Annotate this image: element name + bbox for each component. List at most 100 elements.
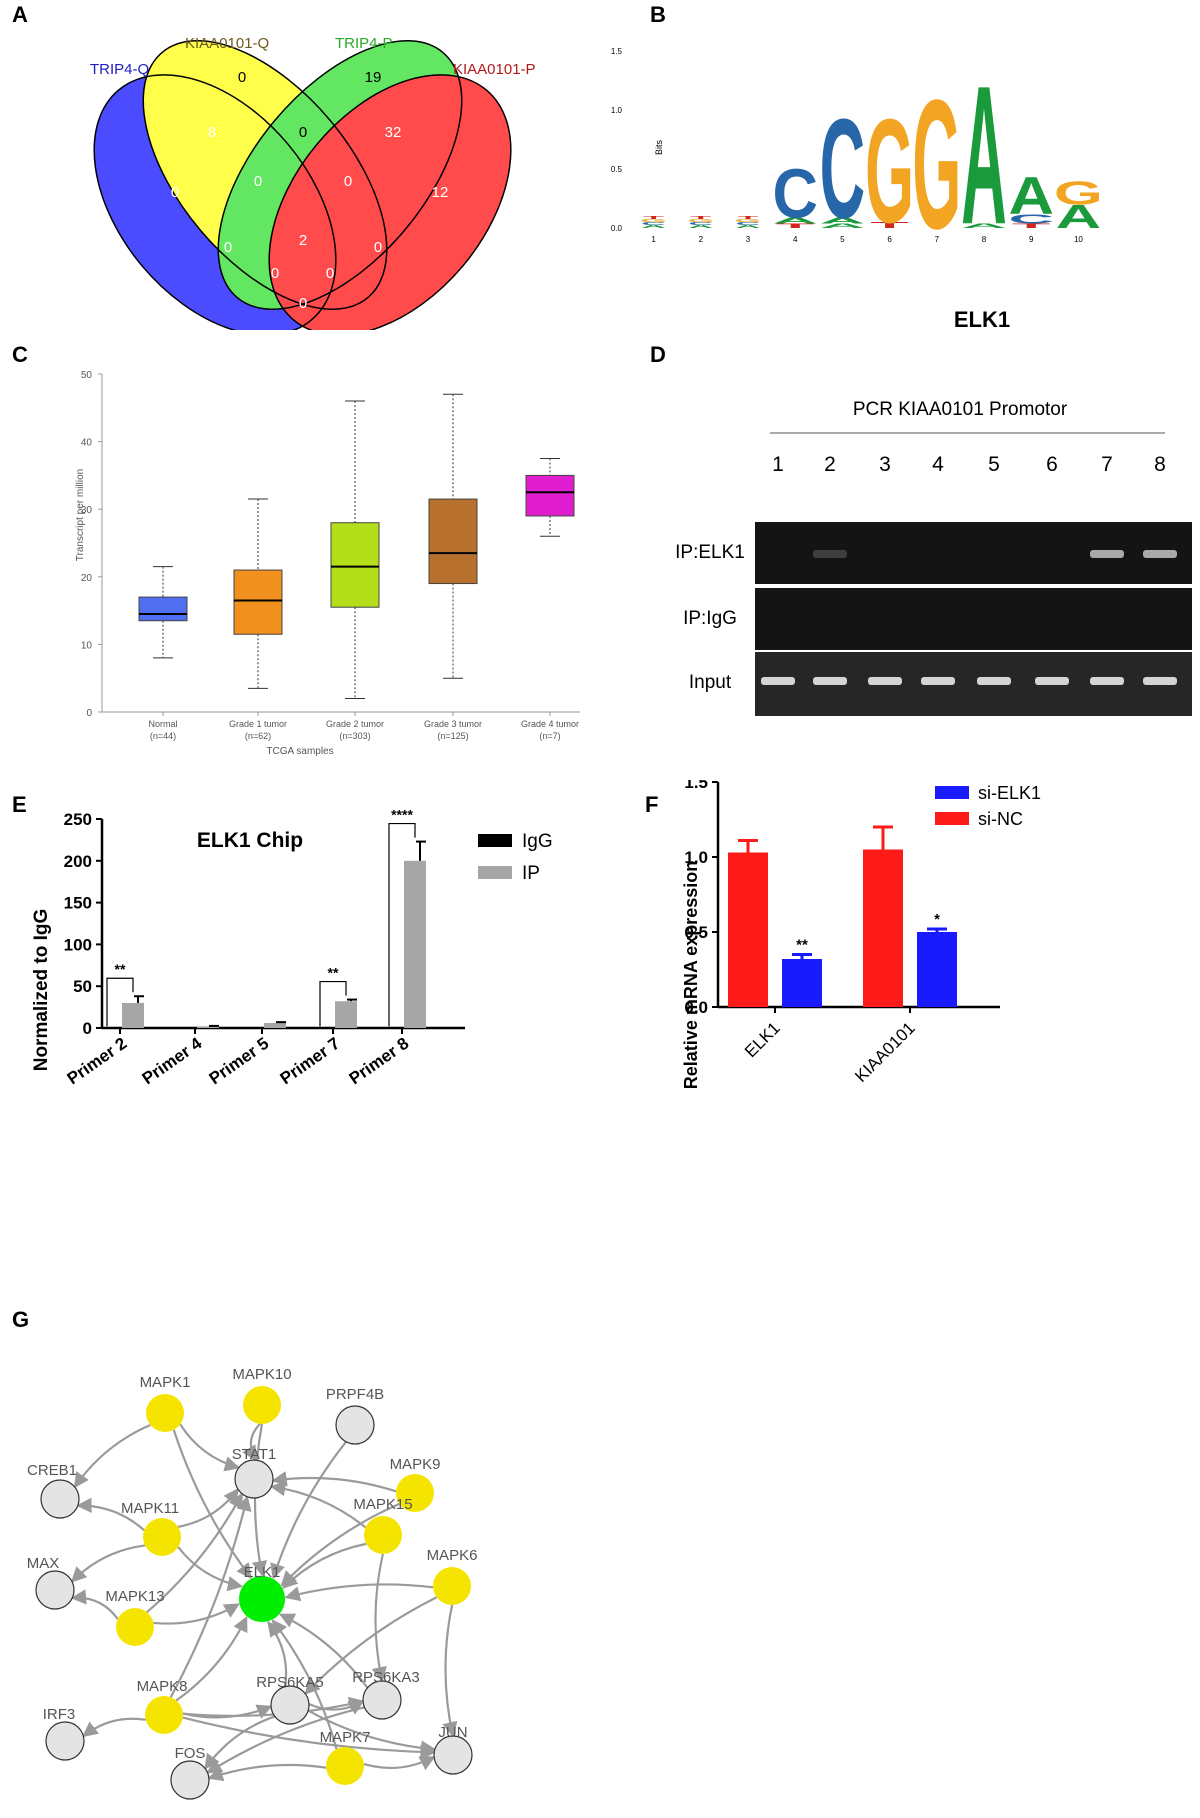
box-x-tick: Grade 1 tumor — [229, 719, 287, 729]
network-edge — [70, 1589, 119, 1620]
chart-y-tick: 0.5 — [684, 923, 708, 942]
panel-letter: E — [12, 792, 27, 817]
chart-y-label: Relative mRNA expression — [681, 861, 701, 1089]
node-circle — [40, 1479, 80, 1519]
venn-count: 0 — [374, 239, 382, 256]
box-n-label: (n=7) — [539, 731, 560, 741]
panel-letter: D — [650, 342, 666, 367]
panel-f: F Relative mRNA expression 0.0 0.5 1.0 1.5 E… — [600, 773, 1200, 1280]
box-x-tick: Grade 2 tumor — [326, 719, 384, 729]
bar-ip — [122, 1002, 144, 1028]
legend-label: si-NC — [978, 809, 1023, 829]
node-label: MAPK9 — [390, 1456, 441, 1473]
network-edge — [371, 1553, 387, 1683]
node-label: MAPK8 — [137, 1678, 188, 1695]
network-node: MAPK13 — [105, 1588, 165, 1646]
gel-lane-label: 6 — [1046, 453, 1058, 476]
network-edge — [269, 1480, 367, 1529]
significance-bracket — [106, 977, 134, 1027]
gel-band — [813, 550, 847, 558]
gel-lane-label: 2 — [824, 453, 836, 476]
network-node: ELK1 — [239, 1564, 285, 1622]
network-node: MAPK10 — [232, 1366, 292, 1424]
legend-label: IP — [522, 863, 540, 884]
logo-letter: C — [689, 221, 714, 226]
node-circle — [364, 1516, 402, 1554]
network-edge — [169, 1495, 252, 1698]
node-circle — [145, 1696, 183, 1734]
venn-count: 0 — [344, 173, 352, 190]
gel-lane-label: 5 — [988, 453, 1000, 476]
logo-x-tick: 1 — [651, 235, 656, 244]
bar-si-nc — [863, 849, 903, 1007]
logo-x-tick: 6 — [887, 235, 892, 244]
node-circle — [239, 1576, 285, 1622]
venn-count: 32 — [385, 124, 402, 141]
node-circle — [116, 1608, 154, 1646]
venn-diagram: A TRIP4-Q KIAA0101-Q TRIP4-P KIAA0101-P … — [12, 2, 536, 336]
logo-letter: C — [641, 221, 666, 226]
network-edge — [153, 1603, 240, 1625]
significance-label: ** — [796, 937, 808, 954]
box-x-label: TCGA samples — [266, 746, 333, 757]
gel-band — [1090, 677, 1124, 685]
panel-letter: G — [12, 1307, 29, 1332]
venn-count: 0 — [271, 265, 279, 282]
logo-letter: A — [736, 224, 761, 229]
logo-letter: T — [738, 215, 759, 220]
logo-letter: C — [736, 221, 761, 226]
venn-set-kiaa0101-p — [269, 74, 511, 336]
significance-label: **** — [391, 807, 413, 823]
logo-y-label: Bits — [654, 139, 664, 155]
venn-count: 0 — [224, 239, 232, 256]
box-rect — [330, 522, 380, 608]
bar-ip — [197, 1026, 219, 1028]
node-circle — [433, 1735, 473, 1775]
gel-lane-label: 3 — [879, 453, 891, 476]
venn-count: 0 — [254, 173, 262, 190]
gel-lane-label: 4 — [932, 453, 944, 476]
significance-label: * — [934, 911, 940, 928]
logo-letter: A — [961, 222, 1006, 229]
network-edge — [251, 1423, 268, 1577]
gel-band — [1143, 550, 1177, 558]
logo-letter: T — [870, 220, 908, 229]
box-group: Grade 1 tumor (n=62) — [229, 498, 287, 741]
network-node: MAPK9 — [390, 1456, 441, 1512]
logo-x-tick: 4 — [793, 235, 798, 244]
network-edge — [442, 1604, 458, 1738]
gel-band — [868, 677, 902, 685]
box-group: Grade 3 tumor (n=125) — [424, 393, 482, 741]
gel-band — [761, 677, 795, 685]
network-node: MAPK6 — [427, 1547, 477, 1605]
network-edge — [278, 1613, 369, 1689]
gel-strip — [755, 588, 1192, 650]
network-edge — [179, 1423, 241, 1472]
network-node: MAPK15 — [353, 1496, 413, 1554]
bar-si-elk1 — [782, 959, 822, 1007]
network-node: FOS — [170, 1745, 210, 1800]
node-label: MAPK7 — [320, 1729, 371, 1746]
logo-letter: T — [1012, 222, 1050, 229]
venn-count: 2 — [299, 232, 307, 249]
network-node: CREB1 — [27, 1462, 80, 1519]
gel-band — [1090, 550, 1124, 558]
bar-igg — [171, 1027, 193, 1028]
bar-si-elk1 — [917, 932, 957, 1007]
network-edge — [307, 1709, 437, 1756]
logo-title: ELK1 — [954, 307, 1010, 332]
panel-d: D PCR KIAA0101 Promotor 1 2 3 4 5 6 7 8 IP:ELK1… — [600, 340, 1200, 720]
chip-bar-chart: E ELK1 Chip Normalized to IgG 0 50 100 150 2… — [12, 792, 553, 1088]
logo-letter: G — [1054, 175, 1103, 212]
logo-letter: A — [689, 224, 714, 229]
venn-label-trip4-q: TRIP4-Q — [90, 61, 149, 78]
node-circle — [45, 1721, 85, 1761]
node-label: JUN — [438, 1724, 467, 1741]
box-y-label: Transcript per million — [75, 469, 86, 561]
chart-y-tick: 150 — [64, 894, 92, 913]
node-label: FOS — [175, 1745, 206, 1762]
box-y-tick: 0 — [86, 708, 92, 719]
node-circle — [170, 1760, 210, 1800]
gel-row-label: IP:IgG — [683, 608, 737, 629]
node-label: MAPK1 — [140, 1374, 191, 1391]
